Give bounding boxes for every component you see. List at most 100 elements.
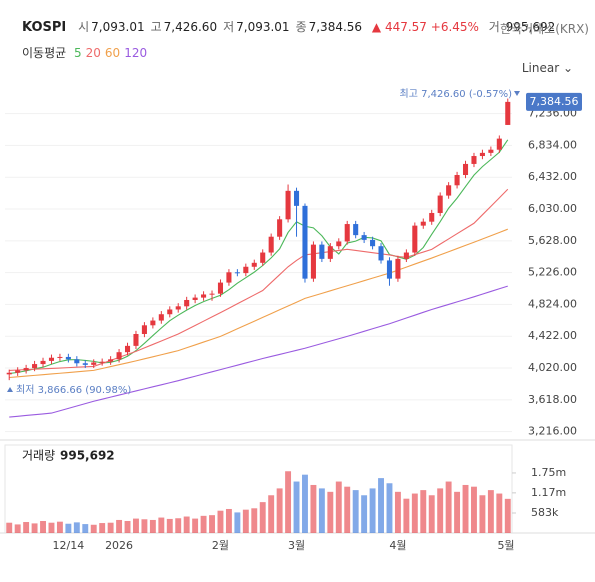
ohlc-fields: 시 7,093.01 고 7,426.60 저 7,093.01 종 7,384.56: [78, 20, 368, 34]
candle-body: [65, 356, 71, 360]
candle-body: [184, 299, 190, 307]
ma-line: [9, 139, 509, 375]
candle-body: [15, 370, 21, 373]
candle-body: [260, 252, 266, 263]
volume-bar: [234, 512, 241, 533]
candle-body: [277, 219, 283, 237]
candle-body: [108, 359, 114, 362]
volume-bar: [6, 522, 13, 533]
volume-bar: [487, 490, 494, 533]
candle-body: [302, 205, 308, 279]
candle-body: [420, 221, 426, 226]
candle-body: [251, 262, 257, 267]
volume-bar: [14, 524, 21, 533]
volume-bar: [454, 491, 461, 533]
field-label: 종: [295, 20, 307, 34]
candle-body: [403, 252, 409, 259]
scale-select[interactable]: Linear ⌄: [521, 61, 573, 75]
volume-value: 995,692: [60, 449, 115, 463]
candle-body: [32, 364, 38, 369]
min-marker: [7, 387, 13, 392]
field-label: 고: [150, 20, 162, 34]
volume-bar: [259, 502, 266, 533]
volume-tick-label: 583k: [531, 506, 559, 519]
candle-body: [234, 272, 240, 274]
field-value: 7,093.01: [236, 20, 290, 34]
volume-bar: [268, 495, 275, 533]
candle-body: [386, 260, 393, 279]
candle-body: [496, 138, 502, 150]
volume-bar: [369, 488, 376, 533]
y-tick-label: 6,432.00: [528, 170, 577, 183]
candle-body: [74, 359, 80, 364]
candle-body: [370, 239, 376, 247]
volume-bar: [496, 493, 503, 533]
candle-body: [437, 195, 443, 213]
candle-body: [124, 345, 131, 353]
y-tick-label: 3,618.00: [528, 393, 577, 406]
volume-bar: [209, 515, 215, 533]
candle-body: [243, 266, 249, 274]
candle-body: [23, 368, 29, 371]
ma-line: [9, 285, 508, 418]
candle-body: [505, 101, 511, 125]
volume-bar: [437, 488, 444, 533]
candle-body: [454, 175, 460, 186]
candle-body: [353, 224, 359, 236]
volume-bar: [158, 517, 165, 533]
candle-body: [327, 246, 333, 259]
scale-label[interactable]: Linear: [521, 61, 560, 75]
volume-bar: [420, 490, 427, 533]
ma-legend: 이동평균 5 20 60 120: [22, 44, 151, 61]
volume-bar: [99, 523, 106, 533]
ma-legend-item: 20: [85, 46, 101, 60]
volume-bar: [276, 488, 283, 533]
ma-legend-item: 120: [124, 46, 148, 60]
volume-bar: [90, 524, 97, 533]
y-tick-label: 6,030.00: [528, 202, 577, 215]
change-arrow: ▲: [371, 20, 382, 34]
volume-bar: [217, 510, 224, 533]
max-marker: [514, 91, 520, 96]
ma-line: [9, 228, 508, 379]
volume-bar: [504, 498, 511, 533]
candle-body: [293, 190, 300, 206]
volume-bar: [428, 495, 435, 533]
candle-body: [361, 235, 367, 240]
volume-bar: [327, 491, 334, 533]
header: KOSPI 시 7,093.01 고 7,426.60 저 7,093.01 종 7,384.…: [22, 18, 555, 35]
candle-body: [310, 244, 316, 279]
candle-body: [6, 372, 12, 375]
candle-body: [40, 360, 46, 365]
y-tick-label: 4,422.00: [528, 329, 577, 342]
volume-bar: [386, 483, 393, 533]
volume-bar: [242, 509, 249, 533]
candle-body: [471, 156, 477, 164]
volume-bar: [445, 481, 452, 533]
max-annotation: 최고 7,426.60 (-0.57%): [400, 88, 513, 100]
change-pct: +6.45%: [430, 20, 479, 34]
candle-body: [446, 185, 452, 196]
y-tick-label: 4,824.00: [528, 297, 577, 310]
volume-bar: [183, 516, 190, 533]
volume-bar: [293, 481, 300, 533]
candle-body: [462, 163, 469, 176]
volume-bar: [462, 484, 469, 533]
volume-bar: [48, 522, 55, 533]
volume-bar: [335, 481, 342, 533]
volume-bar: [285, 471, 292, 533]
ma-line: [9, 188, 509, 371]
volume-bar: [361, 495, 368, 533]
volume-bar: [141, 519, 148, 533]
source: 한국거래소(KRX): [500, 22, 589, 36]
volume-bar: [251, 508, 258, 533]
volume-bar: [107, 522, 114, 533]
candle-body: [209, 293, 215, 295]
volume-bar: [149, 519, 156, 533]
candle-body: [378, 246, 384, 261]
ma-legend-item: 60: [104, 46, 121, 60]
candle-body: [412, 225, 418, 253]
field-label: 저: [223, 20, 235, 34]
volume-bar: [192, 518, 199, 533]
